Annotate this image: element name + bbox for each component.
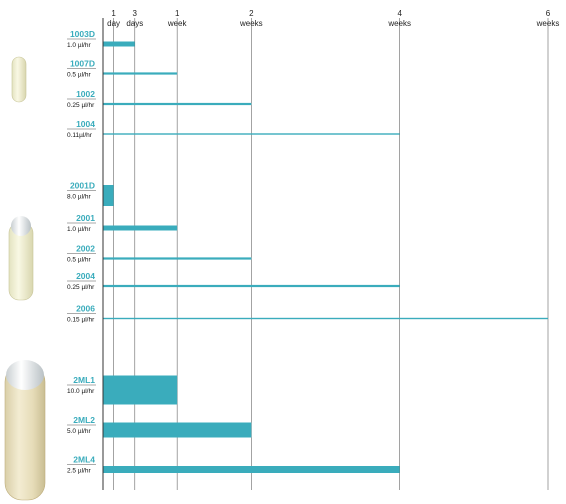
large-capsule-icon [4, 360, 46, 501]
model-rate: 1.0 µl/hr [67, 226, 91, 233]
x-tick-label: weeks [536, 19, 560, 28]
model-name: 2006 [76, 304, 95, 314]
model-rate: 0.25 µl/hr [67, 102, 95, 109]
model-rate: 5.0 µl/hr [67, 428, 91, 435]
x-tick-label: weeks [239, 19, 263, 28]
x-tick-label: 4 [397, 9, 402, 18]
small-capsule-icon [11, 56, 27, 103]
model-labels: 1003D 1.0 µl/hr 1007D 0.5 µl/hr 1002 0.25 µl/… [67, 29, 96, 475]
model-rate: 0.25 µl/hr [67, 284, 95, 291]
x-tick-label: 6 [546, 9, 551, 18]
model-rate: 10.0 µl/hr [67, 388, 95, 395]
bar [103, 422, 252, 438]
gridlines [113, 18, 549, 490]
bar [103, 466, 400, 473]
bar [103, 225, 178, 231]
x-tick-label: week [167, 19, 188, 28]
model-name: 1007D [70, 59, 95, 69]
bar [103, 102, 252, 106]
model-rate: 0.5 µl/hr [67, 72, 91, 79]
model-name: 2001D [70, 181, 95, 191]
bar [103, 41, 135, 47]
bars [103, 41, 548, 473]
model-rate: 8.0 µl/hr [67, 194, 91, 201]
x-tick-label: 1 [175, 9, 180, 18]
model-name: 1003D [70, 29, 95, 39]
model-rate: 0.11µl/hr [67, 132, 93, 139]
model-name: 2ML2 [73, 415, 95, 425]
bar [103, 257, 252, 260]
model-name: 2ML4 [73, 455, 95, 465]
bar [103, 375, 178, 405]
x-tick-label: days [126, 19, 143, 28]
x-tick-label: 1 [111, 9, 116, 18]
model-rate: 2.5 µl/hr [67, 468, 91, 475]
model-rate: 0.5 µl/hr [67, 257, 91, 264]
medium-capsule-icon [8, 216, 34, 301]
bar [103, 72, 178, 75]
model-name: 2001 [76, 213, 95, 223]
x-tick-label: 3 [133, 9, 138, 18]
model-name: 2004 [76, 271, 95, 281]
bar [103, 185, 114, 206]
x-tick-label: weeks [387, 19, 411, 28]
bar [103, 284, 400, 288]
bar [103, 133, 400, 135]
x-tick-label: 2 [249, 9, 254, 18]
model-rate: 0.15 µl/hr [67, 317, 95, 324]
model-rate: 1.0 µl/hr [67, 42, 91, 49]
model-name: 1004 [76, 119, 95, 129]
model-name: 1002 [76, 89, 95, 99]
model-name: 2002 [76, 244, 95, 254]
bar [103, 317, 548, 320]
x-tick-label: day [107, 19, 120, 28]
model-name: 2ML1 [73, 375, 95, 385]
